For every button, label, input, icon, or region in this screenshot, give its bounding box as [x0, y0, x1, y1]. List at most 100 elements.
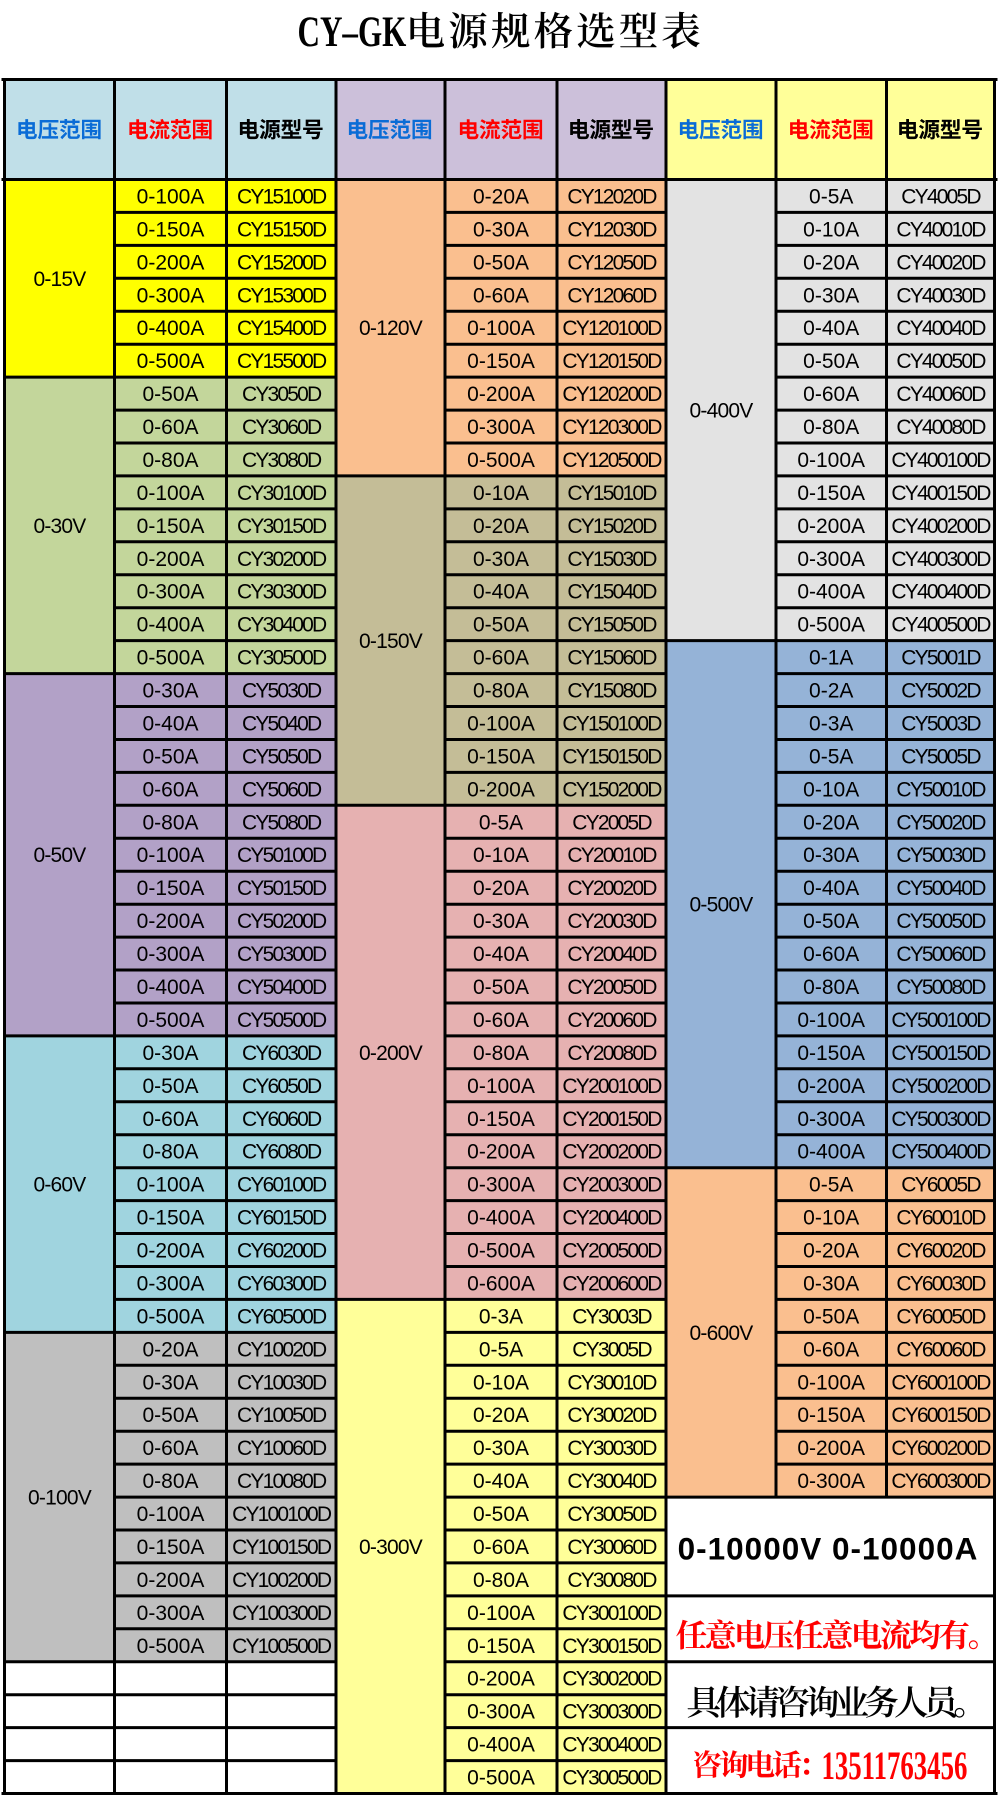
svg-text:CY6030D: CY6030D [242, 1042, 322, 1065]
svg-text:CY15010D: CY15010D [567, 482, 657, 505]
svg-text:0-20A: 0-20A [803, 811, 859, 834]
svg-text:CY15050D: CY15050D [567, 614, 657, 637]
svg-text:CY20020D: CY20020D [567, 877, 657, 900]
svg-text:CY50050D: CY50050D [896, 910, 986, 933]
svg-text:0-100V: 0-100V [28, 1487, 92, 1510]
svg-text:CY15300D: CY15300D [237, 284, 327, 307]
svg-text:CY100300D: CY100300D [232, 1602, 332, 1625]
svg-text:0-300A: 0-300A [467, 416, 535, 439]
svg-text:0-5A: 0-5A [809, 186, 853, 209]
svg-text:0-150A: 0-150A [797, 482, 865, 505]
svg-text:CY200300D: CY200300D [562, 1174, 662, 1197]
svg-text:CY300400D: CY300400D [562, 1734, 662, 1757]
svg-text:0-300A: 0-300A [467, 1701, 535, 1724]
svg-text:CY20060D: CY20060D [567, 1009, 657, 1032]
svg-text:CY6050D: CY6050D [242, 1075, 322, 1098]
svg-text:CY40040D: CY40040D [896, 317, 986, 340]
svg-text:0-400A: 0-400A [137, 614, 205, 637]
svg-text:CY30040D: CY30040D [567, 1470, 657, 1493]
svg-text:CY60500D: CY60500D [237, 1305, 327, 1328]
svg-text:0-60A: 0-60A [473, 647, 529, 670]
svg-text:CY60050D: CY60050D [896, 1305, 986, 1328]
svg-text:CY60020D: CY60020D [896, 1240, 986, 1263]
svg-text:0-30A: 0-30A [142, 680, 198, 703]
svg-text:0-3A: 0-3A [809, 713, 853, 736]
svg-text:0-100A: 0-100A [797, 449, 865, 472]
svg-text:0-30A: 0-30A [803, 844, 859, 867]
svg-text:0-50A: 0-50A [142, 745, 198, 768]
svg-text:CY600150D: CY600150D [891, 1404, 991, 1427]
svg-text:0-60A: 0-60A [142, 1108, 198, 1131]
svg-text:CY15080D: CY15080D [567, 680, 657, 703]
svg-text:CY120500D: CY120500D [562, 449, 662, 472]
svg-text:CY400400D: CY400400D [891, 581, 991, 604]
svg-text:0-80A: 0-80A [473, 1042, 529, 1065]
svg-text:CY6060D: CY6060D [242, 1108, 322, 1131]
svg-text:0-300A: 0-300A [797, 1470, 865, 1493]
svg-text:CY5050D: CY5050D [242, 745, 322, 768]
svg-text:0-30A: 0-30A [142, 1042, 198, 1065]
svg-text:0-500A: 0-500A [137, 1635, 205, 1658]
svg-text:CY50300D: CY50300D [237, 943, 327, 966]
svg-text:CY30030D: CY30030D [567, 1437, 657, 1460]
svg-text:CY40080D: CY40080D [896, 416, 986, 439]
svg-text:0-60A: 0-60A [803, 1338, 859, 1361]
svg-text:0-400A: 0-400A [467, 1207, 535, 1230]
svg-text:CY150100D: CY150100D [562, 713, 662, 736]
svg-text:CY50060D: CY50060D [896, 943, 986, 966]
svg-text:0-150A: 0-150A [137, 1207, 205, 1230]
svg-text:0-60A: 0-60A [803, 943, 859, 966]
svg-text:CY100100D: CY100100D [232, 1503, 332, 1526]
svg-text:CY40030D: CY40030D [896, 284, 986, 307]
svg-text:0-300A: 0-300A [137, 581, 205, 604]
svg-text:0-80A: 0-80A [142, 1141, 198, 1164]
svg-text:0-5A: 0-5A [479, 1338, 523, 1361]
svg-text:CY300150D: CY300150D [562, 1635, 662, 1658]
svg-text:CY50200D: CY50200D [237, 910, 327, 933]
svg-text:0-40A: 0-40A [142, 713, 198, 736]
svg-text:CY3003D: CY3003D [572, 1305, 652, 1328]
svg-text:0-50A: 0-50A [142, 1404, 198, 1427]
svg-text:0-200A: 0-200A [137, 251, 205, 274]
svg-text:0-500A: 0-500A [137, 647, 205, 670]
svg-text:0-200A: 0-200A [137, 910, 205, 933]
svg-text:CY400100D: CY400100D [891, 449, 991, 472]
svg-text:0-20A: 0-20A [473, 1404, 529, 1427]
svg-text:0-50A: 0-50A [473, 614, 529, 637]
svg-text:CY50150D: CY50150D [237, 877, 327, 900]
svg-text:CY15400D: CY15400D [237, 317, 327, 340]
svg-text:CY15100D: CY15100D [237, 186, 327, 209]
svg-text:CY60200D: CY60200D [237, 1240, 327, 1263]
svg-text:CY300300D: CY300300D [562, 1701, 662, 1724]
svg-text:CY300500D: CY300500D [562, 1767, 662, 1790]
svg-text:CY60030D: CY60030D [896, 1272, 986, 1295]
svg-text:CY120150D: CY120150D [562, 350, 662, 373]
svg-text:0-100A: 0-100A [467, 1602, 535, 1625]
svg-text:0-200A: 0-200A [137, 1240, 205, 1263]
svg-text:CY40020D: CY40020D [896, 251, 986, 274]
svg-text:CY6080D: CY6080D [242, 1141, 322, 1164]
svg-text:CY15040D: CY15040D [567, 581, 657, 604]
svg-text:0-100A: 0-100A [467, 1075, 535, 1098]
svg-text:CY15030D: CY15030D [567, 548, 657, 571]
svg-text:0-150A: 0-150A [137, 1536, 205, 1559]
svg-text:0-50A: 0-50A [142, 1075, 198, 1098]
svg-text:CY200600D: CY200600D [562, 1272, 662, 1295]
svg-text:0-15V: 0-15V [33, 268, 86, 291]
svg-text:0-100A: 0-100A [137, 482, 205, 505]
svg-text:0-30A: 0-30A [803, 1272, 859, 1295]
svg-text:CY10050D: CY10050D [237, 1404, 327, 1427]
svg-text:CY15200D: CY15200D [237, 251, 327, 274]
svg-text:0-80A: 0-80A [803, 416, 859, 439]
svg-text:CY120100D: CY120100D [562, 317, 662, 340]
svg-text:0-40A: 0-40A [473, 943, 529, 966]
svg-text:0-60A: 0-60A [473, 1536, 529, 1559]
svg-text:CY12030D: CY12030D [567, 218, 657, 241]
svg-text:0-60A: 0-60A [142, 778, 198, 801]
svg-text:0-50A: 0-50A [803, 910, 859, 933]
svg-text:0-3A: 0-3A [479, 1305, 523, 1328]
svg-text:0-30A: 0-30A [473, 218, 529, 241]
svg-text:CY20080D: CY20080D [567, 1042, 657, 1065]
svg-text:CY50040D: CY50040D [896, 877, 986, 900]
svg-text:0-150A: 0-150A [467, 1108, 535, 1131]
